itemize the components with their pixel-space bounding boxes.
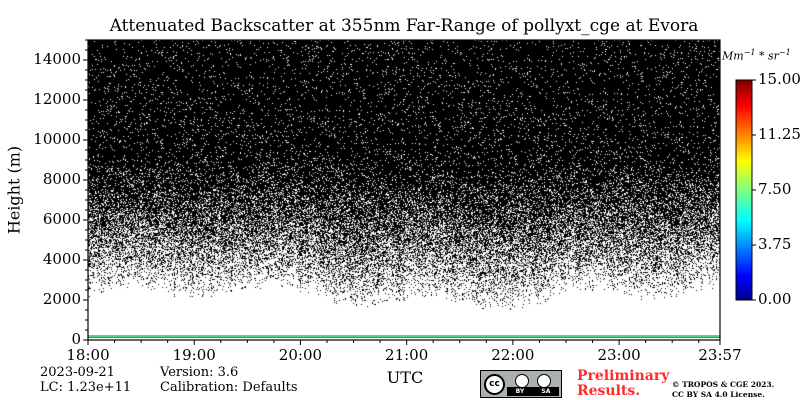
x-tick-label: 23:57 xyxy=(698,346,742,364)
y-tick-label: 2000 xyxy=(42,290,81,308)
y-tick-label: 4000 xyxy=(42,250,81,268)
x-tick-label: 23:00 xyxy=(597,346,641,364)
x-tick-label: 18:00 xyxy=(66,346,110,364)
cc-logo-icon: cc xyxy=(484,374,505,395)
cc-license-badge: cc BY SA xyxy=(480,370,562,398)
copyright-line2: CC BY SA 4.0 License. xyxy=(672,390,765,399)
preliminary-line2: Results. xyxy=(577,383,641,399)
colorbar-unit-exp1: −1 xyxy=(743,48,756,57)
colorbar-tick-label: 0.00 xyxy=(758,290,792,308)
y-tick-label: 14000 xyxy=(33,50,81,68)
preliminary-notice: Preliminary Results. xyxy=(577,369,669,399)
y-tick-label: 0 xyxy=(71,330,81,348)
colorbar-tick-label: 3.75 xyxy=(758,235,792,253)
cc-strip: BY SA xyxy=(507,387,559,396)
cc-by-icon xyxy=(515,374,529,388)
y-tick-label: 10000 xyxy=(33,130,81,148)
colorbar-unit-mid: * sr xyxy=(755,49,779,63)
plot-area xyxy=(88,40,720,340)
y-tick-label: 12000 xyxy=(33,90,81,108)
colorbar-unit-base: Mm xyxy=(722,49,744,63)
colorbar-unit-exp2: −1 xyxy=(778,48,791,57)
colorbar-tick-label: 11.25 xyxy=(758,125,800,143)
axes xyxy=(83,39,721,345)
x-tick-label: 22:00 xyxy=(491,346,535,364)
chart-title: Attenuated Backscatter at 355nm Far-Rang… xyxy=(109,16,699,36)
cc-sa-label: SA xyxy=(541,388,551,395)
footer-date: 2023-09-21 xyxy=(40,365,115,380)
colorbar-unit: Mm−1 * sr−1 xyxy=(722,48,791,63)
y-tick-label: 6000 xyxy=(42,210,81,228)
ground-layer-green xyxy=(88,335,720,337)
copyright-line1: © TROPOS & CGE 2023. xyxy=(672,380,775,389)
x-tick-label: 19:00 xyxy=(172,346,216,364)
footer-version: Version: 3.6 xyxy=(160,365,239,380)
cc-sa-icon xyxy=(537,374,551,388)
preliminary-line1: Preliminary xyxy=(577,368,670,384)
footer-calibration: Calibration: Defaults xyxy=(160,380,298,395)
footer-lc: LC: 1.23e+11 xyxy=(40,380,132,395)
cc-by-label: BY xyxy=(515,388,525,395)
x-tick-label: 21:00 xyxy=(385,346,429,364)
colorbar-tick-label: 15.00 xyxy=(758,70,800,88)
y-tick-label: 8000 xyxy=(42,170,81,188)
x-tick-label: 20:00 xyxy=(278,346,323,364)
x-axis-label: UTC xyxy=(386,368,424,387)
copyright-notice: © TROPOS & CGE 2023. CC BY SA 4.0 Licens… xyxy=(672,380,774,400)
colorbar-tick-label: 7.50 xyxy=(758,180,792,198)
backscatter-field xyxy=(88,40,720,340)
colorbar-ticks xyxy=(752,79,756,301)
y-axis-label: Height (m) xyxy=(4,145,24,235)
colorbar xyxy=(735,79,753,301)
